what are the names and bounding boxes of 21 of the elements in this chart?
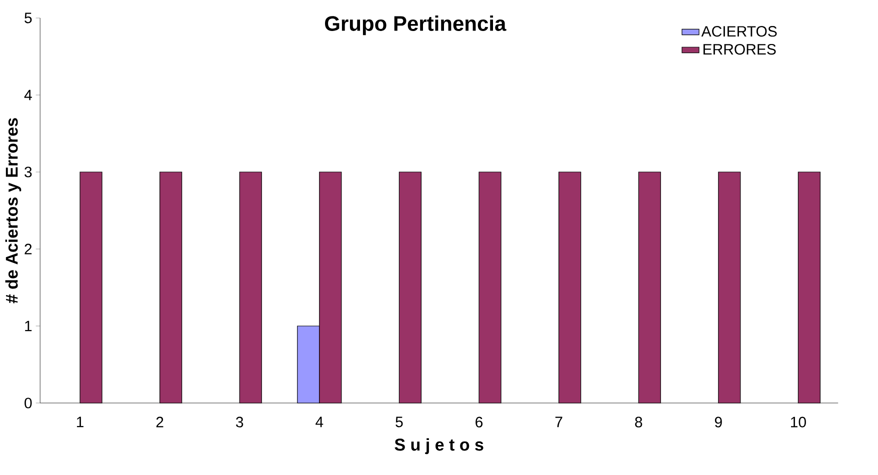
- legend-label: ACIERTOS: [701, 26, 777, 37]
- y-tick-label: 1: [25, 320, 32, 332]
- legend-label: ERRORES: [704, 44, 776, 55]
- x-tick-label: 6: [476, 416, 483, 428]
- y-tick-label: 3: [24, 166, 32, 178]
- x-tick-label: 2: [156, 416, 164, 428]
- y-tick-label: 4: [24, 90, 32, 100]
- x-axis-title: S u j e t o s: [394, 438, 484, 454]
- y-tick-label: 0: [24, 398, 32, 408]
- y-tick-label: 5: [24, 12, 32, 24]
- x-tick-label: 4: [316, 416, 324, 428]
- x-tick-label: 5: [396, 416, 403, 428]
- x-tick-label: 9: [714, 416, 722, 428]
- x-tick-label: 7: [555, 416, 562, 428]
- y-tick-label: 2: [24, 244, 32, 254]
- x-tick-label: 8: [635, 416, 642, 428]
- y-axis-title: # de Aciertos y Errores: [5, 118, 22, 304]
- chart-title: Grupo Pertinencia: [325, 16, 506, 36]
- x-tick-label: 10: [791, 416, 806, 428]
- x-tick-label: 3: [236, 416, 244, 428]
- x-tick-label: 1: [76, 416, 84, 428]
